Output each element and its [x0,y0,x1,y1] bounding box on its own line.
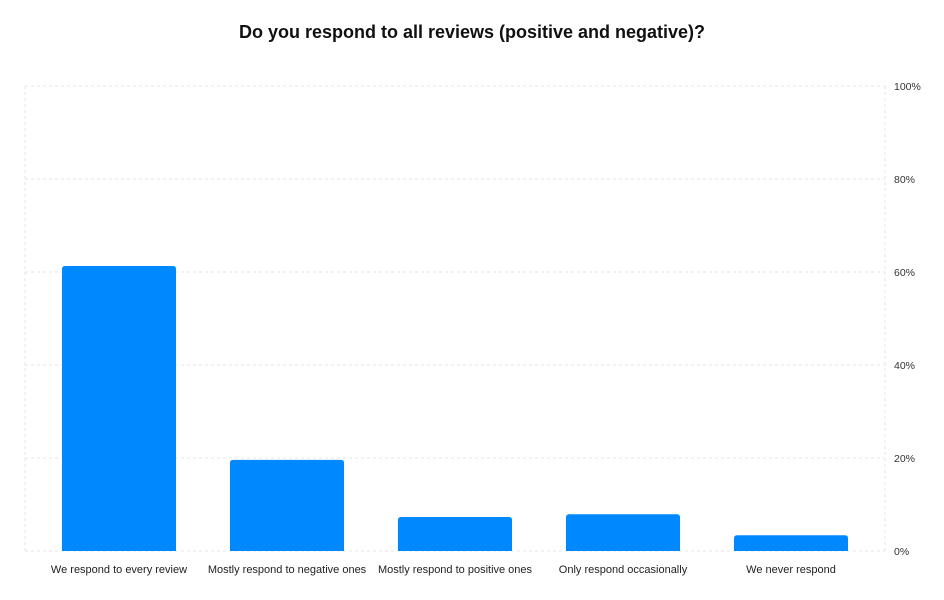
x-category-label: We respond to every review [51,564,187,576]
x-category-label: Mostly respond to positive ones [378,564,533,576]
y-tick-label: 0% [894,546,909,558]
bar-1[interactable] [62,265,176,551]
y-tick-label: 60% [894,267,915,279]
y-tick-label: 100% [894,81,921,93]
bar-2[interactable] [230,459,344,551]
x-category-label: We never respond [746,564,836,576]
x-category-label: Only respond occasionally [559,564,688,576]
bar-4[interactable] [566,514,680,551]
y-tick-label: 40% [894,360,915,372]
x-category-label: Mostly respond to negative ones [208,564,367,576]
y-tick-label: 80% [894,174,915,186]
bar-3[interactable] [398,517,512,551]
bar-5[interactable] [734,535,848,551]
y-tick-label: 20% [894,453,915,465]
chart-title: Do you respond to all reviews (positive … [238,22,706,42]
bars [62,265,848,551]
x-axis-labels: We respond to every review Mostly respond… [51,564,836,576]
y-axis-ticks: 0% 20% 40% 60% 80% 100% [894,81,921,558]
